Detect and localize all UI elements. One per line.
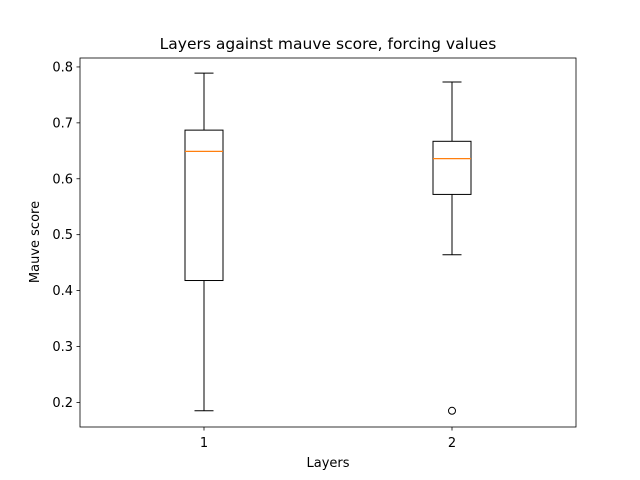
y-tick-label: 0.5: [52, 228, 73, 243]
axes-frame: [79, 57, 577, 428]
iqr-box: [432, 140, 472, 195]
y-tick-label: 0.4: [52, 284, 73, 299]
iqr-box: [184, 129, 224, 282]
x-axis-label: Layers: [306, 456, 349, 471]
y-tick-label: 0.3: [52, 340, 73, 355]
x-tick-label: 2: [448, 436, 456, 451]
y-tick-label: 0.2: [52, 396, 73, 411]
y-tick-label: 0.8: [52, 60, 73, 75]
chart-title: Layers against mauve score, forcing valu…: [160, 35, 497, 53]
outlier-point: [448, 406, 456, 415]
plot-area: 0.2 0.3 0.4 0.5 0.6 0.7 0.8 1 2: [52, 57, 577, 451]
y-tick-label: 0.6: [52, 172, 73, 187]
x-tick-label: 1: [200, 436, 208, 451]
y-tick-label: 0.7: [52, 116, 73, 131]
y-axis-label: Mauve score: [28, 201, 43, 283]
